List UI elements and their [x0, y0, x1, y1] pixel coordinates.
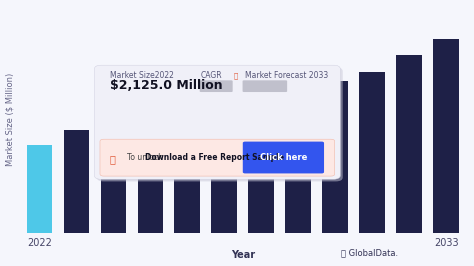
Bar	[211, 111, 237, 233]
Bar	[27, 145, 53, 233]
Bar	[433, 39, 459, 233]
Text: CAGR: CAGR	[201, 71, 223, 80]
Bar	[322, 81, 348, 233]
Text: To unlock: To unlock	[128, 153, 163, 163]
Text: Market Forecast 2033: Market Forecast 2033	[246, 71, 328, 80]
X-axis label: Year: Year	[231, 251, 255, 260]
Bar	[359, 72, 385, 233]
Text: 🔒: 🔒	[234, 73, 238, 79]
Text: Click here: Click here	[260, 153, 307, 162]
Bar	[100, 127, 127, 233]
Text: Ⓠ GlobalData.: Ⓠ GlobalData.	[341, 248, 399, 257]
Bar	[174, 118, 201, 233]
Y-axis label: Market Size ($ Million): Market Size ($ Million)	[6, 73, 15, 166]
Bar	[137, 124, 164, 233]
Text: 🔒: 🔒	[110, 154, 116, 164]
Text: Market Size2022: Market Size2022	[110, 71, 174, 80]
Bar	[64, 130, 90, 233]
Bar	[285, 92, 311, 233]
Bar	[396, 55, 422, 233]
Text: $2,125.0 Million: $2,125.0 Million	[110, 79, 223, 92]
Text: Download a Free Report Sample: Download a Free Report Sample	[146, 153, 284, 163]
Bar	[248, 103, 274, 233]
